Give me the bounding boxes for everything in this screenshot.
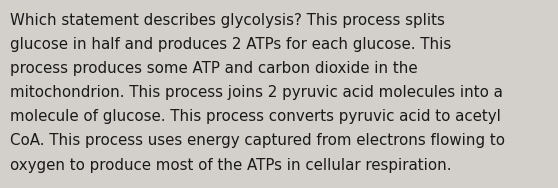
Text: molecule of glucose. This process converts pyruvic acid to acetyl: molecule of glucose. This process conver… bbox=[10, 109, 501, 124]
Text: CoA. This process uses energy captured from electrons flowing to: CoA. This process uses energy captured f… bbox=[10, 133, 505, 149]
Text: Which statement describes glycolysis? This process splits: Which statement describes glycolysis? Th… bbox=[10, 13, 445, 28]
Text: oxygen to produce most of the ATPs in cellular respiration.: oxygen to produce most of the ATPs in ce… bbox=[10, 158, 451, 173]
Text: glucose in half and produces 2 ATPs for each glucose. This: glucose in half and produces 2 ATPs for … bbox=[10, 37, 451, 52]
Text: mitochondrion. This process joins 2 pyruvic acid molecules into a: mitochondrion. This process joins 2 pyru… bbox=[10, 85, 503, 100]
Text: process produces some ATP and carbon dioxide in the: process produces some ATP and carbon dio… bbox=[10, 61, 418, 76]
